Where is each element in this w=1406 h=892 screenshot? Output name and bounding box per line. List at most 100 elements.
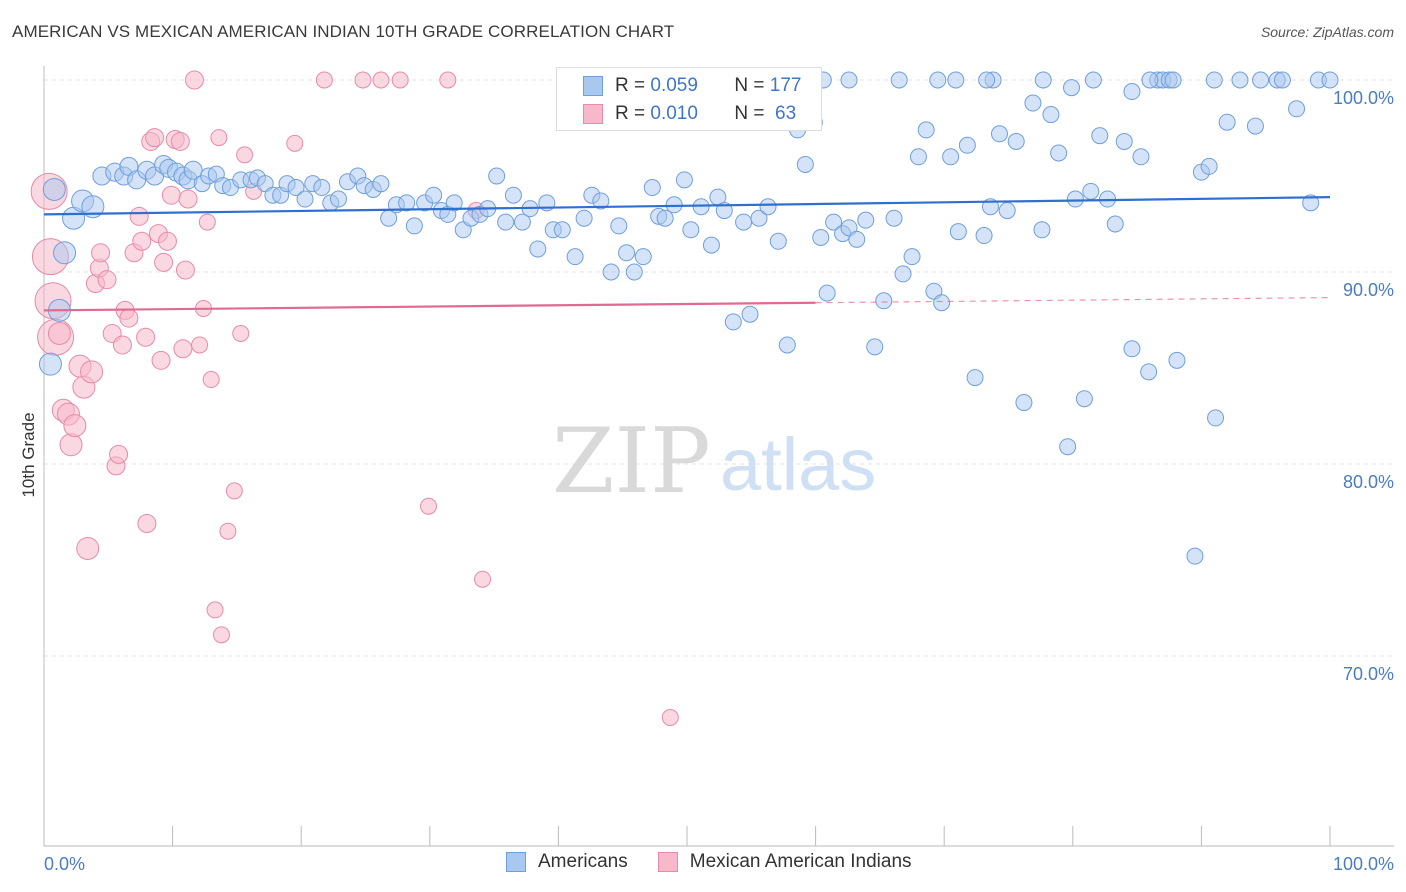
mexican-point (137, 514, 157, 534)
mexican-legend-swatch (657, 852, 678, 872)
mexican-point (47, 321, 71, 345)
americans-point (702, 236, 720, 254)
americans-point (296, 190, 314, 208)
mexican-trend-line (43, 301, 816, 312)
americans-point (1200, 157, 1218, 175)
mexican-point (175, 260, 195, 280)
y-tick-label: 70.0% (1343, 664, 1394, 684)
americans-point (890, 71, 908, 89)
americans-point (1186, 547, 1204, 565)
mexican-point (286, 134, 304, 152)
americans-point (1252, 71, 1270, 89)
americans-point (1082, 182, 1100, 200)
mexican-point (232, 324, 250, 342)
americans-point (857, 211, 875, 229)
americans-point (575, 209, 593, 227)
americans-point (1302, 194, 1320, 212)
americans-point (1084, 71, 1102, 89)
americans-point (1246, 117, 1264, 135)
americans-point (682, 221, 700, 239)
mexican-point (151, 350, 171, 370)
americans-point (1034, 71, 1052, 89)
y-tick-label: 100.0% (1333, 88, 1394, 108)
americans-point (553, 221, 571, 239)
legend-n-value: 177 (769, 75, 802, 96)
mexican-point (178, 189, 198, 209)
americans-point (724, 313, 742, 331)
americans-point (1063, 79, 1081, 97)
americans-point (313, 179, 331, 197)
legend-n-label: N = (734, 103, 770, 124)
americans-trend-line (43, 196, 1331, 216)
americans-point (425, 186, 443, 204)
americans-point (1123, 83, 1141, 101)
watermark: ZIP atlas (552, 409, 876, 514)
mexican-point (136, 327, 156, 347)
americans-point (958, 136, 976, 154)
americans-legend-swatch (506, 852, 526, 872)
americans-point (866, 338, 884, 356)
americans-point (1168, 351, 1186, 369)
mexican-point (119, 308, 139, 328)
americans-point (405, 217, 423, 235)
mexican-point (91, 243, 111, 263)
americans-point (778, 336, 796, 354)
americans-point (875, 292, 893, 310)
americans-point (1015, 394, 1033, 412)
americans-point (529, 240, 547, 258)
americans-swatch (583, 76, 603, 96)
mexican-point (225, 482, 243, 500)
mexican-point (80, 360, 104, 384)
mexican-point (219, 522, 237, 540)
americans-point (909, 148, 927, 166)
y-tick-label: 90.0% (1343, 280, 1394, 300)
mexican-point (112, 335, 132, 355)
americans-point (53, 241, 77, 265)
legend-item-americans: Americans (506, 851, 628, 873)
americans-point (998, 202, 1016, 220)
americans-point (1024, 94, 1042, 112)
americans-point (1164, 71, 1182, 89)
americans-point (917, 121, 935, 139)
mexican-point (206, 601, 224, 619)
americans-point (942, 148, 960, 166)
chart-title: AMERICAN VS MEXICAN AMERICAN INDIAN 10TH… (12, 22, 675, 41)
source-label: Source: ZipAtlas.com (1260, 24, 1394, 40)
x-tick-label-max: 100.0% (1333, 854, 1394, 874)
legend-r-value: 0.059 (650, 75, 698, 96)
mexican-point (198, 213, 216, 231)
americans-point (840, 71, 858, 89)
americans-point (42, 177, 66, 201)
americans-point (497, 213, 515, 231)
legend-r-value: 0.010 (650, 103, 698, 124)
mexican-point (191, 336, 209, 354)
americans-point (933, 294, 951, 312)
mexican-point (661, 708, 679, 726)
mexican-point (97, 270, 117, 290)
americans-point (1140, 363, 1158, 381)
americans-point (825, 213, 843, 231)
mexican-point (76, 536, 100, 560)
americans-point (1321, 71, 1339, 89)
mexican-point (63, 414, 87, 438)
americans-point (625, 263, 643, 281)
mexican-point (210, 129, 228, 147)
mexican-point (59, 433, 83, 457)
americans-point (885, 209, 903, 227)
americans-point (796, 155, 814, 173)
americans-point (1075, 390, 1093, 408)
mexican-point (173, 339, 193, 359)
legend-americans-label: Americans (538, 851, 628, 872)
americans-point (741, 305, 759, 323)
americans-point (656, 209, 674, 227)
mexican-point (236, 146, 254, 164)
americans-point (610, 217, 628, 235)
mexican-point (129, 206, 149, 226)
americans-point (1207, 409, 1225, 427)
mexican-point (354, 71, 372, 89)
mexican-point (315, 71, 333, 89)
americans-point (848, 230, 866, 248)
americans-point (634, 248, 652, 266)
americans-point (675, 171, 693, 189)
